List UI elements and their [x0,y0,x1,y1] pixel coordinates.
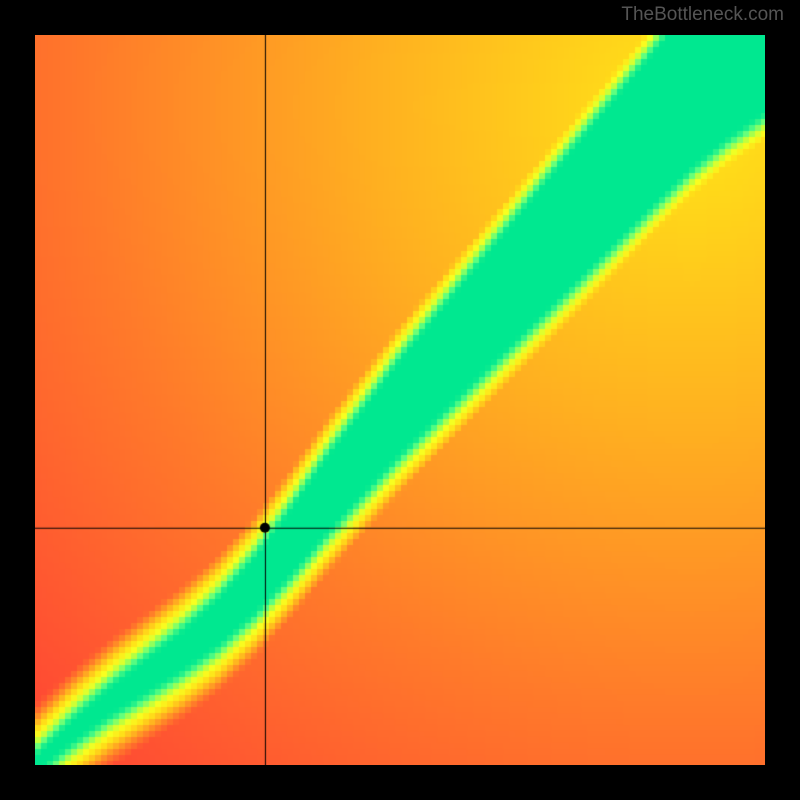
chart-container: TheBottleneck.com [0,0,800,800]
heatmap-canvas [35,35,765,765]
attribution-text: TheBottleneck.com [621,4,784,26]
plot-area [35,35,765,765]
